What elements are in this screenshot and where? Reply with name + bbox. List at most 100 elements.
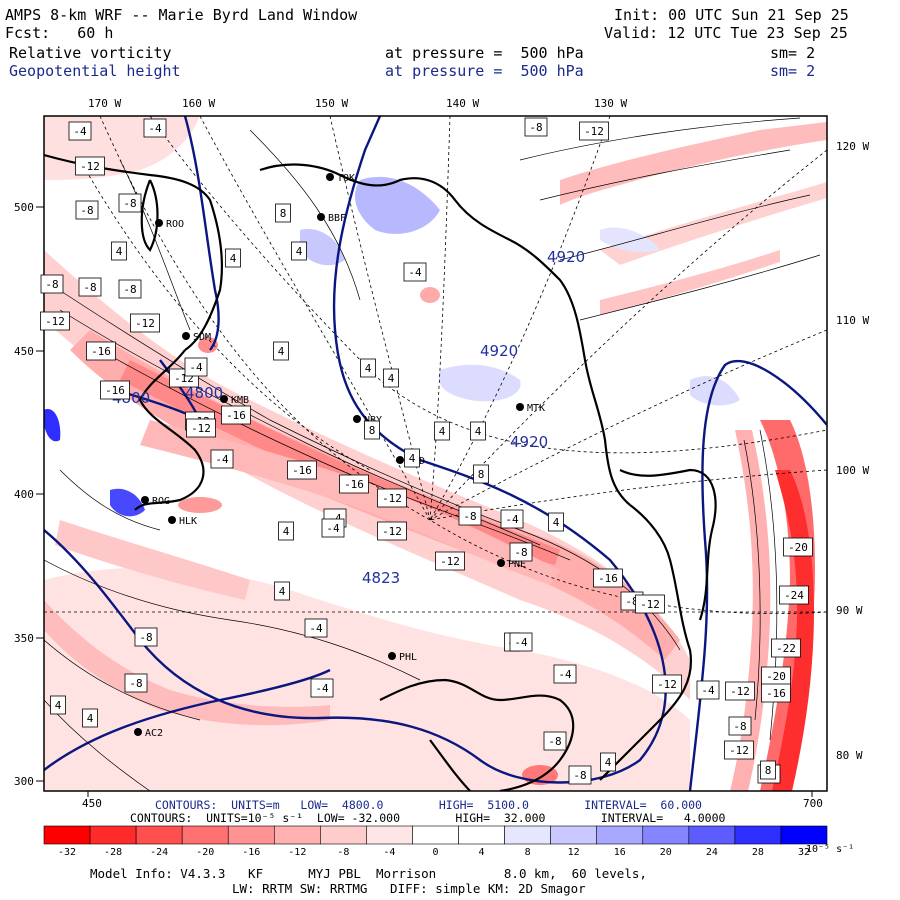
vorticity-contour-label: -12 (185, 411, 215, 431)
svg-text:-8: -8 (514, 546, 527, 559)
colorbar-tick-label: -20 (196, 847, 215, 858)
colorbar-tick-label: 4 (478, 847, 485, 858)
colorbar-swatch (181, 825, 229, 845)
station-label: AC2 (145, 728, 163, 739)
vorticity-contour-label: -16 (86, 341, 116, 361)
vorticity-contour-label: -20 (783, 537, 813, 557)
vorticity-contour-label: -4 (696, 680, 720, 700)
svg-text:4: 4 (283, 525, 290, 538)
svg-text:-4: -4 (309, 622, 323, 635)
station-marker: ROG (141, 496, 170, 507)
vorticity-contour-label: 4 (291, 241, 307, 261)
vorticity-contour-label: -8 (458, 506, 482, 526)
colorbar (43, 825, 828, 845)
svg-text:-4: -4 (148, 122, 162, 135)
vorticity-contour-label: -8 (40, 274, 64, 294)
vorticity-contour-label: -8 (118, 193, 142, 213)
svg-text:-24: -24 (784, 589, 804, 602)
height-label-layer: 4800 4920 4920 4920 4823 4800 (112, 248, 585, 587)
vorticity-contour-label: -12 (725, 681, 755, 701)
station-marker: HLK (168, 516, 197, 527)
svg-text:-8: -8 (548, 735, 561, 748)
colorbar-swatch (227, 825, 275, 845)
vorticity-contours (44, 117, 821, 791)
svg-text:-4: -4 (505, 513, 519, 526)
colorbar-swatch (320, 825, 367, 845)
colorbar-swatch (550, 825, 598, 845)
colorbar-tick-label: 8 (524, 847, 531, 858)
svg-text:-4: -4 (328, 512, 342, 525)
vorticity-contour-label: -12 (130, 313, 160, 333)
init-time: Init: 00 UTC Sun 21 Sep 25 (614, 6, 849, 24)
svg-text:-8: -8 (139, 631, 152, 644)
right-lon-label: 120 W (836, 140, 870, 153)
valid-time: Valid: 12 UTC Tue 23 Sep 25 (604, 24, 848, 42)
colorbar-swatch (89, 825, 137, 845)
vorticity-contour-label: -16 (287, 460, 317, 480)
station-marker: NBY (353, 415, 382, 426)
colorbar-swatch (734, 825, 782, 845)
svg-text:-8: -8 (625, 595, 638, 608)
colorbar-swatch (43, 825, 91, 845)
colorbar-swatch (596, 825, 644, 845)
station-label: TOK (337, 173, 355, 184)
svg-text:4: 4 (116, 245, 123, 258)
station-label: NBY (364, 415, 382, 426)
vorticity-contour-label: -16 (761, 683, 791, 703)
svg-text:-12: -12 (657, 678, 677, 691)
svg-text:-4: -4 (408, 266, 422, 279)
colorbar-swatch (780, 825, 828, 845)
height-contour-label: 4800 (112, 389, 150, 407)
colorbar-tick-label: 20 (659, 847, 672, 858)
svg-text:-12: -12 (191, 422, 211, 435)
top-lon-label: 170 W (88, 97, 122, 110)
station-label: BBF (328, 213, 346, 224)
vorticity-contour-label: 4 (274, 581, 290, 601)
vorticity-contour-label: -4 (143, 118, 167, 138)
svg-text:-8: -8 (80, 204, 93, 217)
vorticity-contour-label: 4 (600, 752, 616, 772)
station-marker: PNE (497, 559, 526, 570)
left-grid-label: 500 (14, 201, 34, 214)
svg-text:-8: -8 (573, 769, 586, 782)
bottom-grid-label: 450 (82, 797, 102, 810)
svg-text:-4: -4 (514, 636, 528, 649)
colorbar-tick-label: -4 (383, 847, 396, 858)
model-info: Model Info: V4.3.3 KF MYJ PBL Morrison 8… (90, 866, 647, 881)
vorticity-contour-label: -20 (761, 666, 791, 686)
svg-text:-4: -4 (315, 682, 329, 695)
vorticity-contour-label: 4 (548, 512, 564, 532)
station-marker: KMB (220, 395, 249, 406)
vorticity-contour-label: 4 (470, 421, 486, 441)
vorticity-contour-label: -8 (75, 200, 99, 220)
station-marker: PHL (388, 652, 417, 663)
svg-text:-12: -12 (382, 525, 402, 538)
svg-text:-16: -16 (292, 464, 312, 477)
station-label: HLK (179, 516, 197, 527)
vorticity-contour-label: 4 (50, 695, 66, 715)
colorbar-swatch (688, 825, 736, 845)
svg-text:-12: -12 (190, 415, 210, 428)
vorticity-contour-label: -8 (124, 673, 148, 693)
colorbar-tick-label: 32 (797, 847, 810, 858)
station-label: ROO (166, 219, 184, 230)
field2-smooth: sm= 2 (770, 62, 816, 80)
vorticity-contour-label: -16 (339, 474, 369, 494)
station-label: ROG (152, 496, 170, 507)
vorticity-contour-label: -4 (500, 509, 524, 529)
svg-text:-8: -8 (129, 677, 142, 690)
vorticity-contour-label: 8 (275, 203, 291, 223)
left-grid-label: 400 (14, 488, 34, 501)
svg-text:4: 4 (388, 372, 395, 385)
colorbar-tick-label: -8 (337, 847, 350, 858)
forecast-hour: Fcst: 60 h (5, 24, 114, 42)
field1-name: Relative vorticity (9, 44, 172, 62)
left-grid-label: 300 (14, 775, 34, 788)
colorbar-tick-label: 16 (613, 847, 626, 858)
station-marker: TOK (326, 173, 355, 184)
colorbar-swatch (412, 825, 459, 845)
colorbar-tick-label: 24 (705, 847, 718, 858)
vorticity-contour-label: -8 (509, 542, 533, 562)
vorticity-contour-label: -22 (771, 638, 801, 658)
